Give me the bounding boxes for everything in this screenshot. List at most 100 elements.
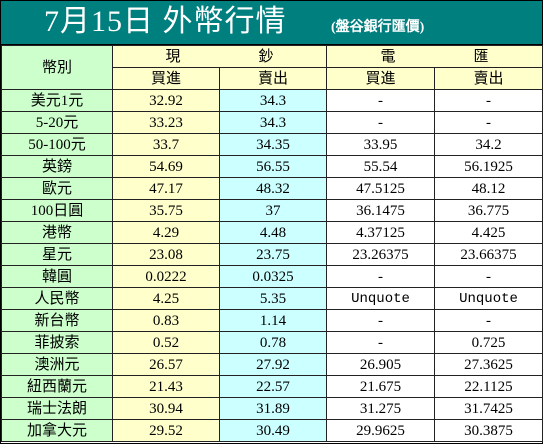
tt-buy-header: 買進: [326, 67, 435, 90]
table-row: 加拿大元 29.52 30.49 29.9625 30.3875: [1, 419, 543, 442]
tt-buy-cell: 33.95: [326, 133, 435, 156]
tt-buy-cell: 31.275: [326, 397, 435, 420]
table-row: 港幣 4.29 4.48 4.37125 4.425: [1, 221, 543, 244]
cash-buy-cell: 26.57: [112, 353, 220, 376]
currency-name: 澳洲元: [1, 353, 113, 376]
tt-sell-cell: 0.725: [434, 331, 543, 354]
tt-buy-cell: 23.26375: [326, 243, 435, 266]
table-row: 5-20元 33.23 34.3- -: [1, 111, 543, 134]
cash-buy-cell: 23.08: [112, 243, 220, 266]
cash-header-left: 現: [165, 48, 181, 65]
cash-header: 現鈔: [112, 45, 327, 68]
currency-name: 美元1元: [1, 89, 113, 112]
tt-sell-cell: Unquote: [434, 287, 543, 310]
cash-sell-cell: 5.35: [219, 287, 327, 310]
tt-buy-cell: Unquote: [326, 287, 435, 310]
tt-header-left: 電: [380, 48, 396, 65]
title-bar: 7月15日 外幣行情 (盤谷銀行匯價): [1, 1, 542, 45]
page-title: 7月15日 外幣行情: [44, 5, 287, 38]
header-row-group: 幣別 現鈔 電匯: [1, 45, 543, 90]
currency-name: 星元: [1, 243, 113, 266]
tt-buy-cell: -: [326, 111, 435, 134]
currency-name: 瑞士法朗: [1, 397, 113, 420]
header-row-sub: 買進 賣出 買進 賣出: [2, 67, 543, 90]
cash-buy-cell: 33.23: [112, 111, 220, 134]
cash-sell-cell: 1.14: [219, 309, 327, 332]
cash-sell-cell: 37: [219, 199, 327, 222]
cash-sell-cell: 48.32: [219, 177, 327, 200]
tt-sell-cell: 22.1125: [434, 375, 543, 398]
currency-name: 紐西蘭元: [1, 375, 113, 398]
tt-buy-cell: 4.37125: [326, 221, 435, 244]
table-row: 紐西蘭元 21.43 22.57 21.675 22.1125: [1, 375, 543, 398]
tt-sell-cell: 48.12: [434, 177, 543, 200]
tt-header-right: 匯: [473, 48, 489, 65]
cash-sell-cell: 56.55: [219, 155, 327, 178]
cash-buy-cell: 0.52: [112, 331, 220, 354]
cash-buy-cell: 29.52: [112, 419, 220, 442]
cash-buy-cell: 54.69: [112, 155, 220, 178]
cash-sell-cell: 0.0325: [219, 265, 327, 288]
tt-header: 電匯: [326, 45, 543, 68]
cash-sell-cell: 27.92: [219, 353, 327, 376]
cash-sell-cell: 23.75: [219, 243, 327, 266]
currency-name: 港幣: [1, 221, 113, 244]
currency-header: 幣別: [1, 45, 113, 90]
tt-buy-cell: -: [326, 331, 435, 354]
table-row: 菲披索 0.52 0.78-0.725: [1, 331, 543, 354]
table-row: 人民幣 4.25 5.35 Unquote Unquote: [1, 287, 543, 310]
cash-buy-cell: 0.83: [112, 309, 220, 332]
table-row: 歐元 47.17 48.32 47.5125 48.12: [1, 177, 543, 200]
cash-sell-cell: 31.89: [219, 397, 327, 420]
table-row: 新台幣 0.83 1.14- -: [1, 309, 543, 332]
cash-buy-cell: 21.43: [112, 375, 220, 398]
tt-sell-cell: 56.1925: [434, 155, 543, 178]
table-row: 100日圓 35.75 37 36.1475 36.775: [1, 199, 543, 222]
tt-sell-cell: 36.775: [434, 199, 543, 222]
tt-sell-cell: 4.425: [434, 221, 543, 244]
table-row: 美元1元 32.92 34.3- -: [1, 89, 543, 112]
cash-buy-cell: 33.7: [112, 133, 220, 156]
tt-sell-cell: 34.2: [434, 133, 543, 156]
cash-sell-header: 賣出: [219, 67, 327, 90]
cash-buy-cell: 47.17: [112, 177, 220, 200]
cash-buy-cell: 35.75: [112, 199, 220, 222]
currency-name: 人民幣: [1, 287, 113, 310]
tt-sell-cell: -: [434, 111, 543, 134]
tt-sell-header: 賣出: [434, 67, 543, 90]
tt-buy-cell: -: [326, 309, 435, 332]
page-subtitle: (盤谷銀行匯價): [331, 20, 425, 35]
table-row: 澳洲元 26.57 27.92 26.905 27.3625: [1, 353, 543, 376]
cash-buy-cell: 32.92: [112, 89, 220, 112]
currency-name: 新台幣: [1, 309, 113, 332]
tt-buy-cell: -: [326, 89, 435, 112]
cash-buy-header: 買進: [112, 67, 220, 90]
cash-buy-cell: 4.29: [112, 221, 220, 244]
table-row: 瑞士法朗 30.94 31.89 31.275 31.7425: [1, 397, 543, 420]
tt-sell-cell: 31.7425: [434, 397, 543, 420]
tt-buy-cell: 26.905: [326, 353, 435, 376]
currency-name: 英鎊: [1, 155, 113, 178]
rates-body: 美元1元 32.92 34.3- -5-20元 33.23 34.3- -50-100元 33…: [1, 89, 543, 442]
cash-sell-cell: 22.57: [219, 375, 327, 398]
tt-sell-cell: -: [434, 89, 543, 112]
cash-buy-cell: 4.25: [112, 287, 220, 310]
tt-buy-cell: 29.9625: [326, 419, 435, 442]
tt-sell-cell: 27.3625: [434, 353, 543, 376]
cash-sell-cell: 0.78: [219, 331, 327, 354]
tt-buy-cell: 55.54: [326, 155, 435, 178]
tt-buy-cell: 21.675: [326, 375, 435, 398]
cash-buy-cell: 30.94: [112, 397, 220, 420]
currency-name: 菲披索: [1, 331, 113, 354]
cash-sell-cell: 34.35: [219, 133, 327, 156]
cash-sell-cell: 4.48: [219, 221, 327, 244]
currency-name: 100日圓: [1, 199, 113, 222]
cash-header-right: 鈔: [258, 48, 274, 65]
cash-sell-cell: 34.3: [219, 89, 327, 112]
table-row: 星元 23.08 23.75 23.26375 23.66375: [1, 243, 543, 266]
tt-sell-cell: 30.3875: [434, 419, 543, 442]
table-row: 英鎊 54.69 56.55 55.54 56.1925: [1, 155, 543, 178]
table-row: 韓圓 0.0222 0.0325- -: [1, 265, 543, 288]
currency-name: 5-20元: [1, 111, 113, 134]
